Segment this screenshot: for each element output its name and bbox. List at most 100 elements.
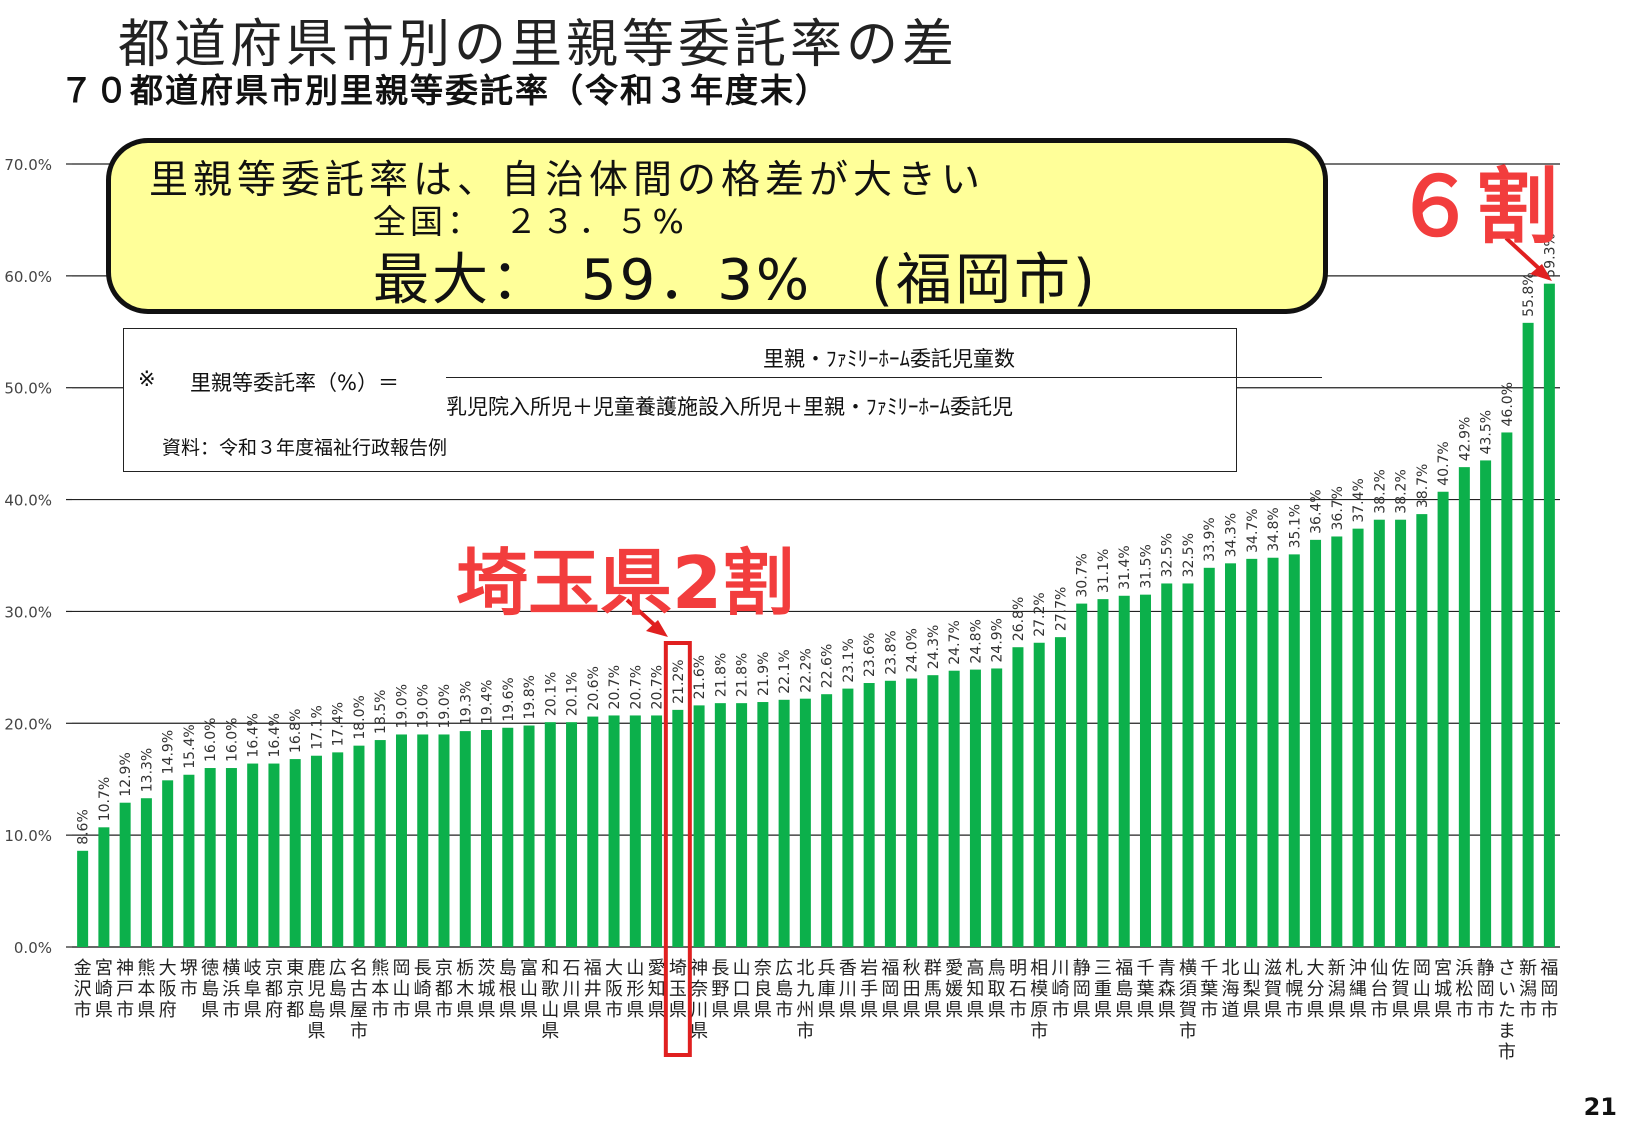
summary-callout: 里親等委託率は、自治体間の格差が大きい 全国： ２３．５% 最大： 59．3% … bbox=[106, 138, 1328, 314]
saitama-annotation: 埼玉県2割 bbox=[456, 541, 795, 625]
bar bbox=[77, 850, 89, 947]
value-label: 15.4% bbox=[182, 724, 198, 768]
value-label: 18.5% bbox=[373, 690, 389, 734]
bar bbox=[566, 722, 578, 947]
value-label: 17.1% bbox=[309, 705, 325, 749]
bar bbox=[544, 722, 556, 947]
value-label: 36.7% bbox=[1330, 486, 1346, 530]
value-label: 24.9% bbox=[990, 618, 1006, 662]
category-label: 京都市 bbox=[435, 958, 453, 1021]
bar bbox=[1458, 467, 1470, 947]
category-label: 神戸市 bbox=[116, 958, 134, 1021]
category-label: 広島県 bbox=[329, 958, 347, 1021]
bar bbox=[1054, 637, 1066, 947]
category-label: 札幌市 bbox=[1285, 958, 1303, 1021]
value-label: 22.2% bbox=[798, 648, 814, 692]
value-label: 31.5% bbox=[1138, 544, 1154, 588]
value-label: 14.9% bbox=[161, 730, 177, 774]
bar bbox=[1331, 536, 1343, 947]
bar bbox=[459, 731, 471, 947]
bar bbox=[332, 752, 344, 947]
value-label: 8.6% bbox=[76, 809, 92, 845]
bar bbox=[1480, 460, 1492, 947]
bar bbox=[523, 725, 535, 947]
category-label: 横浜市 bbox=[222, 958, 240, 1021]
category-label: 福井県 bbox=[584, 958, 602, 1021]
category-label: 熊本市 bbox=[371, 958, 389, 1021]
bar bbox=[481, 729, 493, 947]
category-label: 群馬県 bbox=[924, 958, 942, 1021]
bar bbox=[438, 734, 450, 947]
category-label: 東京都 bbox=[286, 958, 304, 1021]
category-label: 大阪府 bbox=[159, 958, 177, 1021]
value-label: 31.4% bbox=[1117, 545, 1133, 589]
value-label: 12.9% bbox=[118, 752, 134, 796]
bar bbox=[927, 675, 939, 947]
value-label: 19.3% bbox=[458, 681, 474, 725]
category-label: 明石市 bbox=[1009, 958, 1027, 1021]
category-label: 岩手県 bbox=[860, 958, 878, 1021]
category-label: さいたま市 bbox=[1498, 958, 1516, 1063]
category-label: 新潟市 bbox=[1519, 958, 1537, 1021]
callout-headline: 里親等委託率は、自治体間の格差が大きい bbox=[149, 158, 986, 203]
category-label: 山梨県 bbox=[1243, 958, 1261, 1021]
bar bbox=[162, 780, 174, 947]
bar bbox=[714, 703, 726, 947]
bar bbox=[629, 715, 641, 947]
value-labels: 8.6% 10.7% 12.9% 13.3% 14.9% 15.4% 16.0% 16.0% 1… bbox=[76, 233, 1559, 845]
value-label: 32.5% bbox=[1160, 533, 1176, 577]
saitama-highlight-box bbox=[663, 641, 692, 1057]
value-label: 21.8% bbox=[713, 653, 729, 697]
bar bbox=[140, 798, 152, 947]
bar bbox=[799, 698, 811, 947]
category-label: 沖縄県 bbox=[1349, 958, 1367, 1021]
category-label: 秋田県 bbox=[903, 958, 921, 1021]
value-label: 38.7% bbox=[1415, 464, 1431, 508]
category-label: 静岡県 bbox=[1073, 958, 1091, 1021]
formula-mark: ※ bbox=[138, 367, 156, 391]
bar bbox=[1501, 432, 1513, 947]
formula-fraction-line bbox=[446, 377, 1322, 378]
value-label: 16.4% bbox=[267, 713, 283, 757]
bar bbox=[395, 734, 407, 947]
bar bbox=[1246, 558, 1258, 947]
category-label: 静岡市 bbox=[1477, 958, 1495, 1021]
category-label: 大阪市 bbox=[605, 958, 623, 1021]
value-label: 16.0% bbox=[203, 718, 219, 762]
category-label: 北海道 bbox=[1222, 958, 1240, 1021]
value-label: 27.2% bbox=[1032, 592, 1048, 636]
category-label: 茨城県 bbox=[478, 958, 496, 1021]
value-label: 20.1% bbox=[543, 672, 559, 716]
category-label: 新潟県 bbox=[1328, 958, 1346, 1021]
bar bbox=[374, 740, 386, 947]
bar bbox=[1437, 491, 1449, 947]
y-tick-label: 20.0% bbox=[4, 715, 52, 733]
category-label: 兵庫県 bbox=[818, 958, 836, 1021]
category-label: 岡山県 bbox=[1413, 958, 1431, 1021]
bar bbox=[1543, 283, 1555, 947]
category-label: 川崎市 bbox=[1051, 958, 1069, 1021]
value-label: 46.0% bbox=[1500, 382, 1516, 426]
value-label: 38.2% bbox=[1394, 469, 1410, 513]
category-label: 和歌山県 bbox=[541, 958, 559, 1042]
value-label: 34.3% bbox=[1224, 513, 1240, 557]
bar bbox=[587, 716, 599, 947]
formula-lhs: 里親等委託率（%）＝ bbox=[190, 371, 399, 395]
category-label: 愛媛県 bbox=[945, 958, 963, 1021]
value-label: 20.7% bbox=[628, 665, 644, 709]
page-number: 21 bbox=[1583, 1093, 1617, 1121]
category-label: 熊本県 bbox=[137, 958, 155, 1021]
category-label: 富山県 bbox=[520, 958, 538, 1021]
bar bbox=[502, 727, 514, 947]
category-label: 福岡市 bbox=[1540, 958, 1558, 1021]
y-axis-ticks: 0.0% 10.0% 20.0% 30.0% 40.0% 50.0% 60.0% 70.0% bbox=[4, 156, 52, 957]
category-label: 堺市 bbox=[180, 958, 198, 1000]
bar bbox=[863, 683, 875, 947]
value-label: 32.5% bbox=[1181, 533, 1197, 577]
category-label: 福島県 bbox=[1115, 958, 1133, 1021]
category-label: 佐賀県 bbox=[1392, 958, 1410, 1021]
bar bbox=[1395, 519, 1407, 947]
value-label: 42.9% bbox=[1457, 417, 1473, 461]
category-label: 山口県 bbox=[733, 958, 751, 1021]
bar bbox=[991, 668, 1003, 947]
